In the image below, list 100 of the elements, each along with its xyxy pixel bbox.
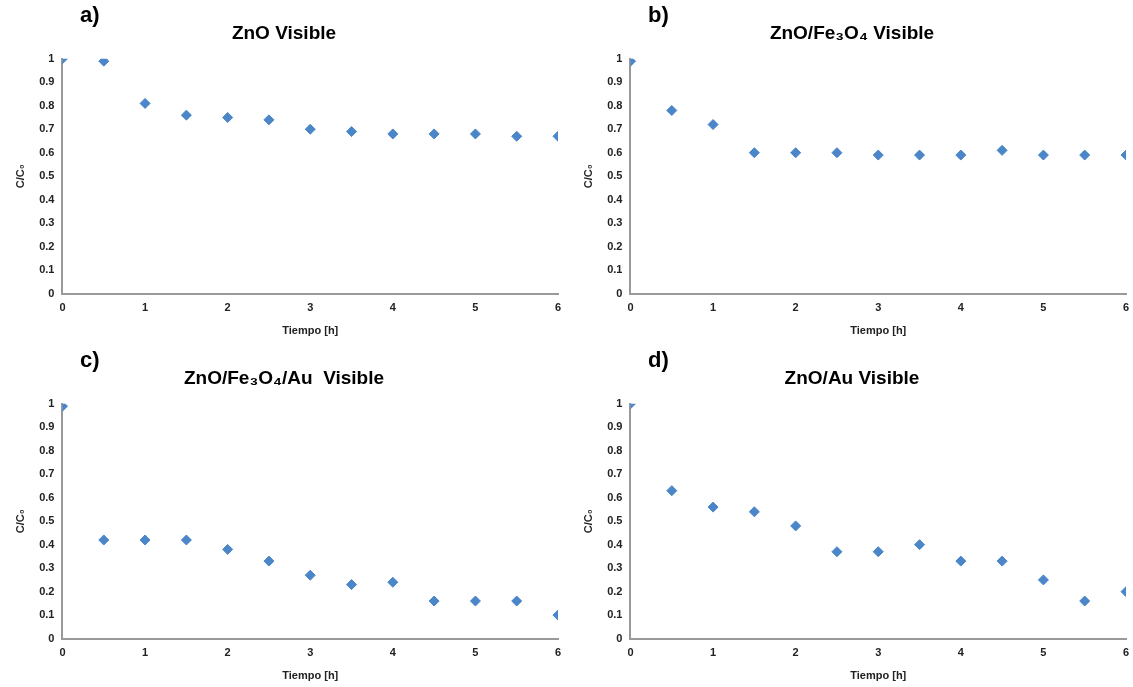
x-axis-title: Tiempo [h] bbox=[850, 669, 907, 682]
x-tick-label: 6 bbox=[1122, 646, 1130, 659]
y-tick-label: 0.9 bbox=[607, 75, 623, 88]
x-tick-label: 4 bbox=[389, 646, 397, 659]
point bbox=[1037, 149, 1049, 161]
y-axis-title: C/C₀ bbox=[581, 509, 594, 534]
x-tick-label: 6 bbox=[554, 646, 562, 659]
y-tick-label: 0.5 bbox=[39, 514, 55, 527]
y-tick-label: 0.2 bbox=[607, 584, 623, 597]
point bbox=[831, 147, 843, 159]
point bbox=[955, 149, 967, 161]
y-tick-label: 0.5 bbox=[39, 169, 55, 182]
y-tick-label: 0.3 bbox=[607, 216, 623, 229]
y-tick-label: 1 bbox=[616, 396, 623, 409]
y-tick-label: 0.5 bbox=[607, 514, 623, 527]
x-tick-label: 2 bbox=[224, 646, 231, 659]
y-tick-label: 0.7 bbox=[607, 122, 623, 135]
point bbox=[180, 109, 192, 121]
x-tick-label: 5 bbox=[472, 646, 479, 659]
point bbox=[914, 149, 926, 161]
x-axis-title: Tiempo [h] bbox=[282, 669, 339, 682]
point bbox=[469, 595, 481, 607]
point bbox=[511, 130, 523, 142]
point bbox=[1037, 574, 1049, 586]
x-tick-label: 5 bbox=[1040, 301, 1047, 314]
point bbox=[996, 555, 1008, 567]
x-tick-label: 4 bbox=[957, 301, 965, 314]
point bbox=[98, 58, 110, 67]
point bbox=[428, 595, 440, 607]
y-tick-label: 1 bbox=[48, 396, 55, 409]
y-tick-label: 0.1 bbox=[607, 263, 623, 276]
x-tick-label: 6 bbox=[554, 301, 562, 314]
y-tick-label: 0.9 bbox=[39, 420, 55, 433]
point bbox=[139, 97, 151, 109]
point bbox=[263, 114, 275, 126]
point bbox=[707, 501, 719, 513]
point bbox=[304, 569, 316, 581]
y-tick-label: 0.6 bbox=[39, 145, 55, 158]
text: c) bbox=[80, 347, 100, 373]
chart-title: ZnO/Fe₃O₄ Visible bbox=[769, 21, 935, 43]
point bbox=[1079, 595, 1091, 607]
point bbox=[831, 546, 843, 558]
point bbox=[222, 112, 234, 123]
y-tick-label: 0.7 bbox=[607, 467, 623, 480]
x-tick-label: 3 bbox=[307, 646, 314, 659]
x-tick-label: 1 bbox=[710, 646, 717, 659]
point bbox=[872, 149, 884, 161]
point bbox=[387, 576, 399, 588]
y-tick-label: 0.1 bbox=[39, 263, 55, 276]
text: a) bbox=[80, 2, 100, 28]
point bbox=[748, 147, 760, 159]
y-tick-label: 0.2 bbox=[39, 239, 55, 252]
x-tick-label: 2 bbox=[792, 301, 799, 314]
point bbox=[346, 126, 358, 138]
y-tick-label: 0.8 bbox=[39, 98, 55, 111]
chart-title: ZnO/Au Visible bbox=[784, 366, 920, 388]
x-tick-label: 0 bbox=[59, 301, 66, 314]
y-tick-label: 0.9 bbox=[39, 75, 55, 88]
x-axis-title: Tiempo [h] bbox=[282, 324, 339, 337]
point bbox=[387, 128, 399, 140]
y-tick-label: 0 bbox=[48, 286, 55, 299]
y-axis-title: C/C₀ bbox=[13, 509, 26, 534]
text: b) bbox=[648, 2, 669, 28]
y-tick-label: 0.6 bbox=[39, 490, 55, 503]
y-tick-label: 1 bbox=[48, 51, 55, 64]
x-tick-label: 1 bbox=[142, 646, 149, 659]
y-tick-label: 0.2 bbox=[39, 584, 55, 597]
y-tick-label: 0.5 bbox=[607, 169, 623, 182]
x-tick-label: 6 bbox=[1122, 301, 1130, 314]
point bbox=[222, 543, 234, 555]
y-tick-label: 0 bbox=[616, 286, 623, 299]
point bbox=[790, 147, 802, 159]
x-tick-label: 5 bbox=[1040, 646, 1047, 659]
point bbox=[1079, 149, 1091, 161]
chart-title: ZnO/Fe₃O₄/Au Visible bbox=[183, 366, 385, 388]
point bbox=[790, 520, 802, 532]
x-tick-label: 4 bbox=[957, 646, 965, 659]
y-tick-label: 0.7 bbox=[39, 122, 55, 135]
y-tick-label: 0.7 bbox=[39, 467, 55, 480]
y-tick-label: 0.6 bbox=[607, 490, 623, 503]
point bbox=[707, 119, 719, 131]
point bbox=[996, 144, 1008, 156]
point bbox=[666, 104, 678, 116]
y-tick-label: 0.3 bbox=[607, 561, 623, 574]
y-tick-label: 0.3 bbox=[39, 561, 55, 574]
x-tick-label: 2 bbox=[224, 301, 231, 314]
y-tick-label: 0.4 bbox=[607, 537, 624, 550]
x-tick-label: 0 bbox=[627, 646, 634, 659]
point bbox=[872, 546, 884, 558]
y-tick-label: 0.8 bbox=[39, 443, 55, 456]
point bbox=[139, 534, 151, 546]
y-tick-label: 0 bbox=[616, 631, 623, 644]
y-tick-label: 0.4 bbox=[607, 192, 624, 205]
point bbox=[914, 539, 926, 551]
y-tick-label: 0.4 bbox=[39, 192, 56, 205]
y-tick-label: 1 bbox=[616, 51, 623, 64]
y-tick-label: 0.3 bbox=[39, 216, 55, 229]
y-tick-label: 0.1 bbox=[39, 608, 55, 621]
y-axis-title: C/C₀ bbox=[581, 164, 594, 189]
x-tick-label: 2 bbox=[792, 646, 799, 659]
